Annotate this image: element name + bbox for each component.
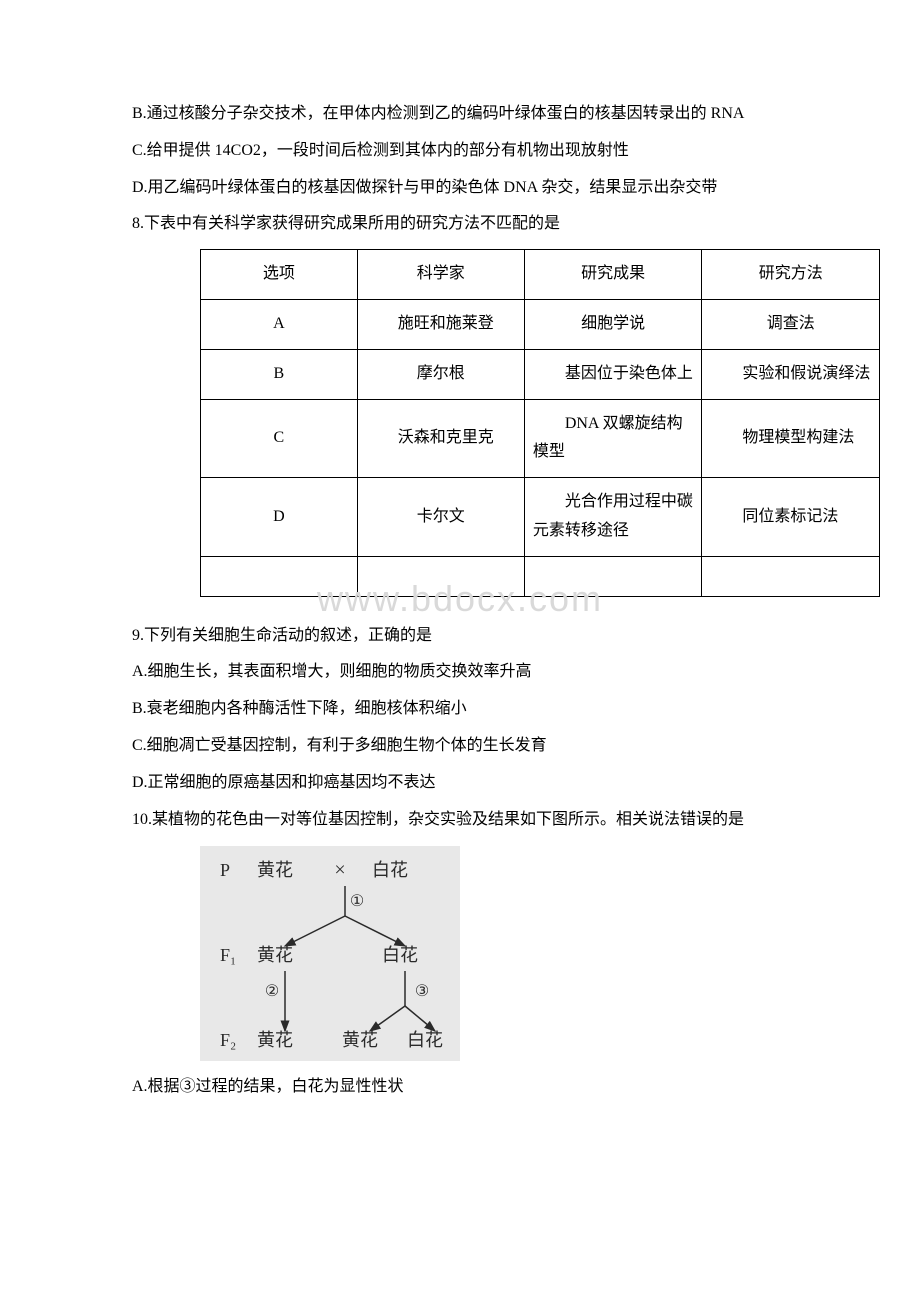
option-b-text: B.通过核酸分子杂交技术，在甲体内检测到乙的编码叶绿体蛋白的核基因转录出的 RN… [100,100,820,129]
option-10a-text: A.根据③过程的结果，白花为显性性状 [100,1073,820,1102]
scientist-table: 选项 科学家 研究成果 研究方法 A 施旺和施莱登 细胞学说 调查法 B 摩尔根… [200,249,880,597]
cell-method: 同位素标记法 [702,478,880,557]
svg-text:②: ② [265,983,279,1000]
cell-option: D [201,478,358,557]
header-result: 研究成果 [524,250,702,300]
cross-diagram-svg: P黄花×白花①F₁黄花白花②③F₂黄花黄花白花 [200,846,460,1061]
table-row: C 沃森和克里克 DNA 双螺旋结构模型 物理模型构建法 [201,399,880,478]
svg-text:×: × [334,859,345,881]
option-9d-text: D.正常细胞的原癌基因和抑癌基因均不表达 [100,769,820,798]
svg-text:①: ① [350,893,364,910]
cell-option: B [201,349,358,399]
option-d-text: D.用乙编码叶绿体蛋白的核基因做探针与甲的染色体 DNA 杂交，结果显示出杂交带 [100,174,820,203]
table-row: A 施旺和施莱登 细胞学说 调查法 [201,299,880,349]
empty-cell [524,556,702,596]
cell-scientist: 沃森和克里克 [357,399,524,478]
empty-cell [702,556,880,596]
cell-option: C [201,399,358,478]
cell-method: 实验和假说演绎法 [702,349,880,399]
svg-text:白花: 白花 [382,945,418,965]
cell-method: 调查法 [702,299,880,349]
header-method: 研究方法 [702,250,880,300]
svg-text:F₂: F₂ [220,1030,236,1050]
cell-scientist: 施旺和施莱登 [357,299,524,349]
cell-result: DNA 双螺旋结构模型 [524,399,702,478]
svg-text:白花: 白花 [372,860,408,880]
cell-result: 光合作用过程中碳元素转移途径 [524,478,702,557]
svg-text:P: P [220,860,230,880]
cell-method: 物理模型构建法 [702,399,880,478]
svg-text:白花: 白花 [407,1030,443,1050]
cell-option: A [201,299,358,349]
cell-scientist: 摩尔根 [357,349,524,399]
header-option: 选项 [201,250,358,300]
option-9a-text: A.细胞生长，其表面积增大，则细胞的物质交换效率升高 [100,658,820,687]
question-10-text: 10.某植物的花色由一对等位基因控制，杂交实验及结果如下图所示。相关说法错误的是 [100,806,820,835]
empty-cell [357,556,524,596]
svg-text:黄花: 黄花 [257,1030,293,1050]
table-empty-row [201,556,880,596]
svg-text:③: ③ [415,983,429,1000]
svg-text:F₁: F₁ [220,945,236,965]
question-8-text: 8.下表中有关科学家获得研究成果所用的研究方法不匹配的是 [100,210,820,239]
svg-text:黄花: 黄花 [342,1030,378,1050]
table-header-row: 选项 科学家 研究成果 研究方法 [201,250,880,300]
empty-cell [201,556,358,596]
question-9-text: 9.下列有关细胞生命活动的叙述，正确的是 [100,622,820,651]
svg-text:黄花: 黄花 [257,860,293,880]
header-scientist: 科学家 [357,250,524,300]
option-9b-text: B.衰老细胞内各种酶活性下降，细胞核体积缩小 [100,695,820,724]
cell-scientist: 卡尔文 [357,478,524,557]
cross-diagram: P黄花×白花①F₁黄花白花②③F₂黄花黄花白花 [200,846,820,1061]
svg-text:黄花: 黄花 [257,945,293,965]
cell-result: 细胞学说 [524,299,702,349]
option-c-text: C.给甲提供 14CO2，一段时间后检测到其体内的部分有机物出现放射性 [100,137,820,166]
cell-result: 基因位于染色体上 [524,349,702,399]
table-row: B 摩尔根 基因位于染色体上 实验和假说演绎法 [201,349,880,399]
table-row: D 卡尔文 光合作用过程中碳元素转移途径 同位素标记法 [201,478,880,557]
option-9c-text: C.细胞凋亡受基因控制，有利于多细胞生物个体的生长发育 [100,732,820,761]
